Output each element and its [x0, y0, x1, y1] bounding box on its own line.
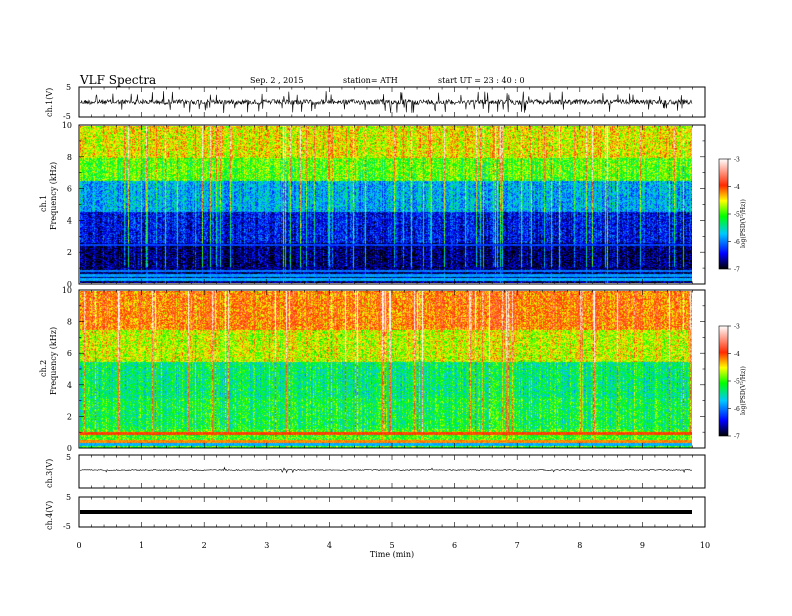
ch1-waveform-trace [79, 91, 693, 114]
ch2-spectrogram-ylabel-channel: ch.2 [39, 360, 48, 377]
ch1-waveform-panel: 5 -5 ch.1(V) [45, 83, 706, 121]
frequency-tick-label: 10 [62, 286, 72, 295]
ch4-ytick-bottom: -5 [63, 522, 71, 531]
ch4-waveform-panel: 5 -5 ch.4(V) [45, 493, 706, 531]
ch4-waveform-ylabel: ch.4(V) [45, 501, 54, 530]
start-time-label: start UT = 23 : 40 : 0 [438, 76, 525, 85]
ch3-waveform-ylabel: ch.3(V) [45, 459, 54, 488]
ch1-colorbar-bar [718, 158, 729, 270]
time-axis-labels: 0 1 2 3 4 5 6 7 8 9 10 [76, 541, 710, 550]
ch1-waveform-ylabel: ch.1(V) [45, 88, 54, 117]
ch1-spectrogram-panel: 0 2 4 6 8 10 ch.1 Frequency (kHz) -3 -4 -5 -6 -7 … [39, 121, 747, 289]
ch2-colorbar-bar [718, 325, 729, 437]
ch2-spectrogram-panel: 0 2 4 6 8 10 ch.2 Frequency (kHz) -3 -4 -5 -6 -7 … [39, 286, 747, 453]
frequency-tick-label: 2 [67, 412, 72, 421]
colorbar-tick-label: -3 [734, 324, 740, 331]
time-tick-label: 4 [327, 541, 332, 550]
frequency-tick-label: 10 [62, 121, 72, 130]
ch3-ytick-top: 5 [66, 453, 71, 462]
ch1-ytick-bottom: -5 [63, 112, 71, 121]
time-tick-label: 2 [202, 541, 207, 550]
ch2-colorbar: -3 -4 -5 -6 -7 log(PSD(V²/Hz)) [718, 324, 747, 441]
ch1-ytick-top: 5 [66, 83, 71, 92]
colorbar-tick-label: -6 [734, 239, 740, 246]
time-tick-label: 3 [264, 541, 269, 550]
frequency-tick-label: 8 [67, 318, 72, 327]
frequency-tick-label: 8 [67, 153, 72, 162]
time-axis-ticks [78, 87, 706, 527]
colorbar-tick-label: -4 [734, 351, 740, 358]
time-tick-label: 0 [76, 541, 81, 550]
ch4-ytick-top: 5 [66, 493, 71, 502]
frequency-tick-label: 2 [67, 248, 72, 257]
ch3-waveform-panel: 5 ch.3(V) [45, 453, 706, 489]
ch2-spectrogram-yticks: 0 2 4 6 8 10 [62, 286, 705, 453]
ch1-spectrogram-yticks: 0 2 4 6 8 10 [62, 121, 705, 289]
ch1-colorbar-label: log(PSD(V²/Hz)) [740, 199, 747, 248]
colorbar-tick-label: -7 [734, 267, 740, 274]
colorbar-tick-label: -5 [734, 212, 740, 219]
frequency-tick-label: 0 [67, 444, 72, 453]
colorbar-tick-label: -5 [734, 379, 740, 386]
time-tick-label: 8 [577, 541, 582, 550]
frequency-tick-label: 0 [67, 280, 72, 289]
ch2-spectrogram-ylabel-frequency: Frequency (kHz) [49, 327, 58, 395]
ch1-spectrogram-ylabel-channel: ch.1 [39, 195, 48, 212]
ch2-spectrogram-image [80, 291, 692, 448]
time-tick-label: 9 [640, 541, 645, 550]
ch3-waveform-trace [79, 466, 692, 474]
ch4-waveform-trace [80, 510, 692, 514]
date-label: Sep. 2 , 2015 [250, 76, 304, 85]
time-tick-label: 7 [515, 541, 520, 550]
figure-title: VLF Spectra [79, 73, 156, 87]
time-tick-label: 6 [452, 541, 457, 550]
colorbar-tick-label: -3 [734, 157, 740, 164]
colorbar-tick-label: -7 [734, 434, 740, 441]
ch2-colorbar-label: log(PSD(V²/Hz)) [740, 366, 747, 415]
time-tick-label: 10 [700, 541, 710, 550]
time-tick-label: 1 [139, 541, 144, 550]
ch1-spectrogram-image [80, 126, 692, 283]
frequency-tick-label: 4 [67, 216, 72, 225]
time-tick-label: 5 [389, 541, 394, 550]
frequency-tick-label: 6 [67, 185, 72, 194]
frequency-tick-label: 4 [67, 381, 72, 390]
frequency-tick-label: 6 [67, 349, 72, 358]
ch1-spectrogram-ylabel-frequency: Frequency (kHz) [49, 162, 58, 230]
time-axis-title: Time (min) [370, 550, 414, 559]
ch1-colorbar: -3 -4 -5 -6 -7 log(PSD(V²/Hz)) [718, 157, 747, 274]
colorbar-tick-label: -6 [734, 406, 740, 413]
colorbar-tick-label: -4 [734, 184, 740, 191]
station-label: station= ATH [343, 76, 398, 85]
